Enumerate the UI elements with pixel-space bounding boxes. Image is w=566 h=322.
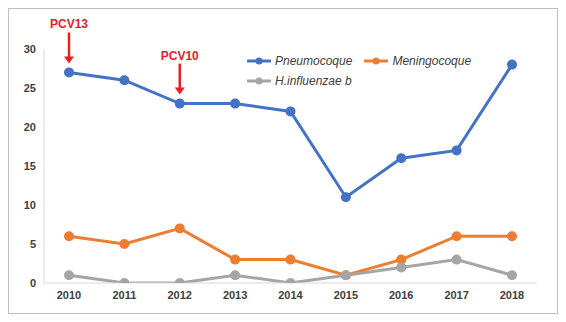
svg-text:2018: 2018 [500,289,524,301]
svg-text:0: 0 [30,277,36,289]
svg-text:2010: 2010 [57,289,81,301]
svg-text:2013: 2013 [223,289,247,301]
svg-text:2017: 2017 [444,289,468,301]
svg-text:2014: 2014 [278,289,303,301]
svg-text:2015: 2015 [334,289,358,301]
svg-text:2012: 2012 [168,289,192,301]
svg-text:2016: 2016 [389,289,413,301]
svg-text:PCV10: PCV10 [161,49,199,63]
html-text:H.influenzae b: H.influenzae b [275,74,352,88]
html-text:Meningocoque: Meningocoque [392,54,472,68]
svg-text:25: 25 [24,82,36,94]
svg-text:10: 10 [24,199,36,211]
svg-text:5: 5 [30,238,36,250]
svg-text:20: 20 [24,121,36,133]
svg-text:15: 15 [24,160,36,172]
html-text:Pneumocoque: Pneumocoque [275,54,353,68]
svg-text:30: 30 [24,43,36,55]
svg-text:PCV13: PCV13 [50,17,88,31]
svg-text:2011: 2011 [112,289,136,301]
